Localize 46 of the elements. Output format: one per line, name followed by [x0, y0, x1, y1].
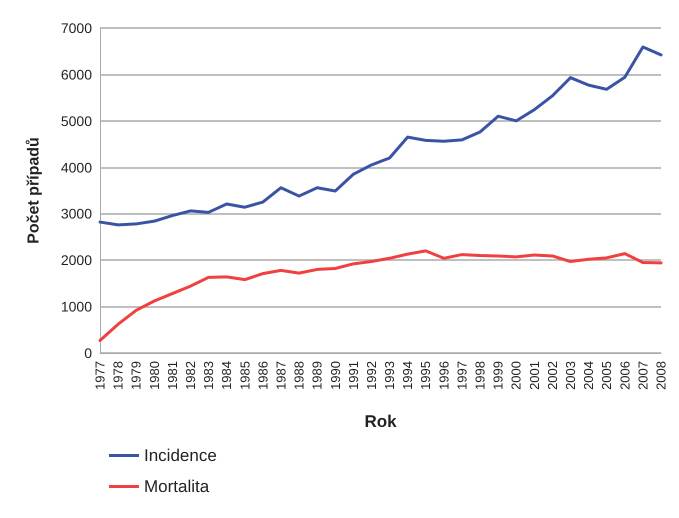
x-tick-label: 2002: [544, 361, 560, 390]
x-tick-label: 1992: [364, 361, 379, 390]
line-series: [98, 249, 662, 342]
x-tick-label: 1980: [146, 361, 162, 390]
x-tick-label: 1983: [201, 361, 216, 390]
y-tick-label: 0: [84, 345, 92, 361]
x-tick-label: 2006: [617, 361, 632, 390]
x-tick-label: 1997: [454, 361, 470, 390]
x-tick-label: 1996: [436, 361, 452, 390]
legend-label: Mortalita: [144, 477, 210, 496]
y-tick-label: 3000: [60, 206, 92, 222]
x-tick-label: 2003: [563, 361, 578, 390]
x-tick-label: 2005: [599, 361, 614, 390]
x-tick-label: 1977: [92, 361, 108, 390]
x-tick-label: 1995: [418, 361, 434, 390]
y-tick-label: 6000: [60, 66, 92, 82]
x-tick-label: 1993: [382, 361, 398, 390]
x-tick-label: 1986: [255, 361, 270, 390]
y-tick-label: 7000: [60, 20, 92, 36]
line-series: [98, 46, 662, 226]
x-tick-label: 1989: [310, 361, 325, 390]
x-tick-label: 1979: [128, 361, 144, 390]
x-axis-title: Rok: [364, 412, 398, 431]
y-tick-label: 4000: [60, 159, 92, 176]
x-tick-label: 1985: [237, 361, 252, 390]
x-tick-label: 2008: [654, 361, 668, 390]
y-tick-label: 5000: [60, 112, 92, 129]
x-tick-label: 1984: [219, 361, 234, 390]
x-tick-label: 2004: [581, 361, 596, 390]
x-tick-label: 2000: [508, 361, 524, 390]
legend-label: Incidence: [144, 446, 217, 465]
x-tick-label: 2007: [635, 361, 650, 390]
y-tick-label: 1000: [60, 298, 92, 315]
x-tick-label: 1978: [110, 361, 126, 390]
x-tick-label: 1991: [346, 361, 361, 390]
y-axis-title: Počet případů: [26, 137, 42, 244]
x-tick-label: 1999: [490, 361, 506, 390]
x-tick-label: 1998: [472, 361, 488, 390]
x-tick-label: 1982: [182, 361, 198, 390]
x-tick-label: 1990: [328, 361, 343, 390]
x-tick-label: 2001: [526, 361, 542, 390]
x-tick-label: 1994: [400, 361, 416, 390]
x-tick-label: 1987: [273, 361, 288, 390]
x-tick-label: 1988: [292, 361, 307, 390]
x-tick-label: 1981: [164, 361, 180, 390]
y-tick-label: 2000: [60, 252, 92, 268]
